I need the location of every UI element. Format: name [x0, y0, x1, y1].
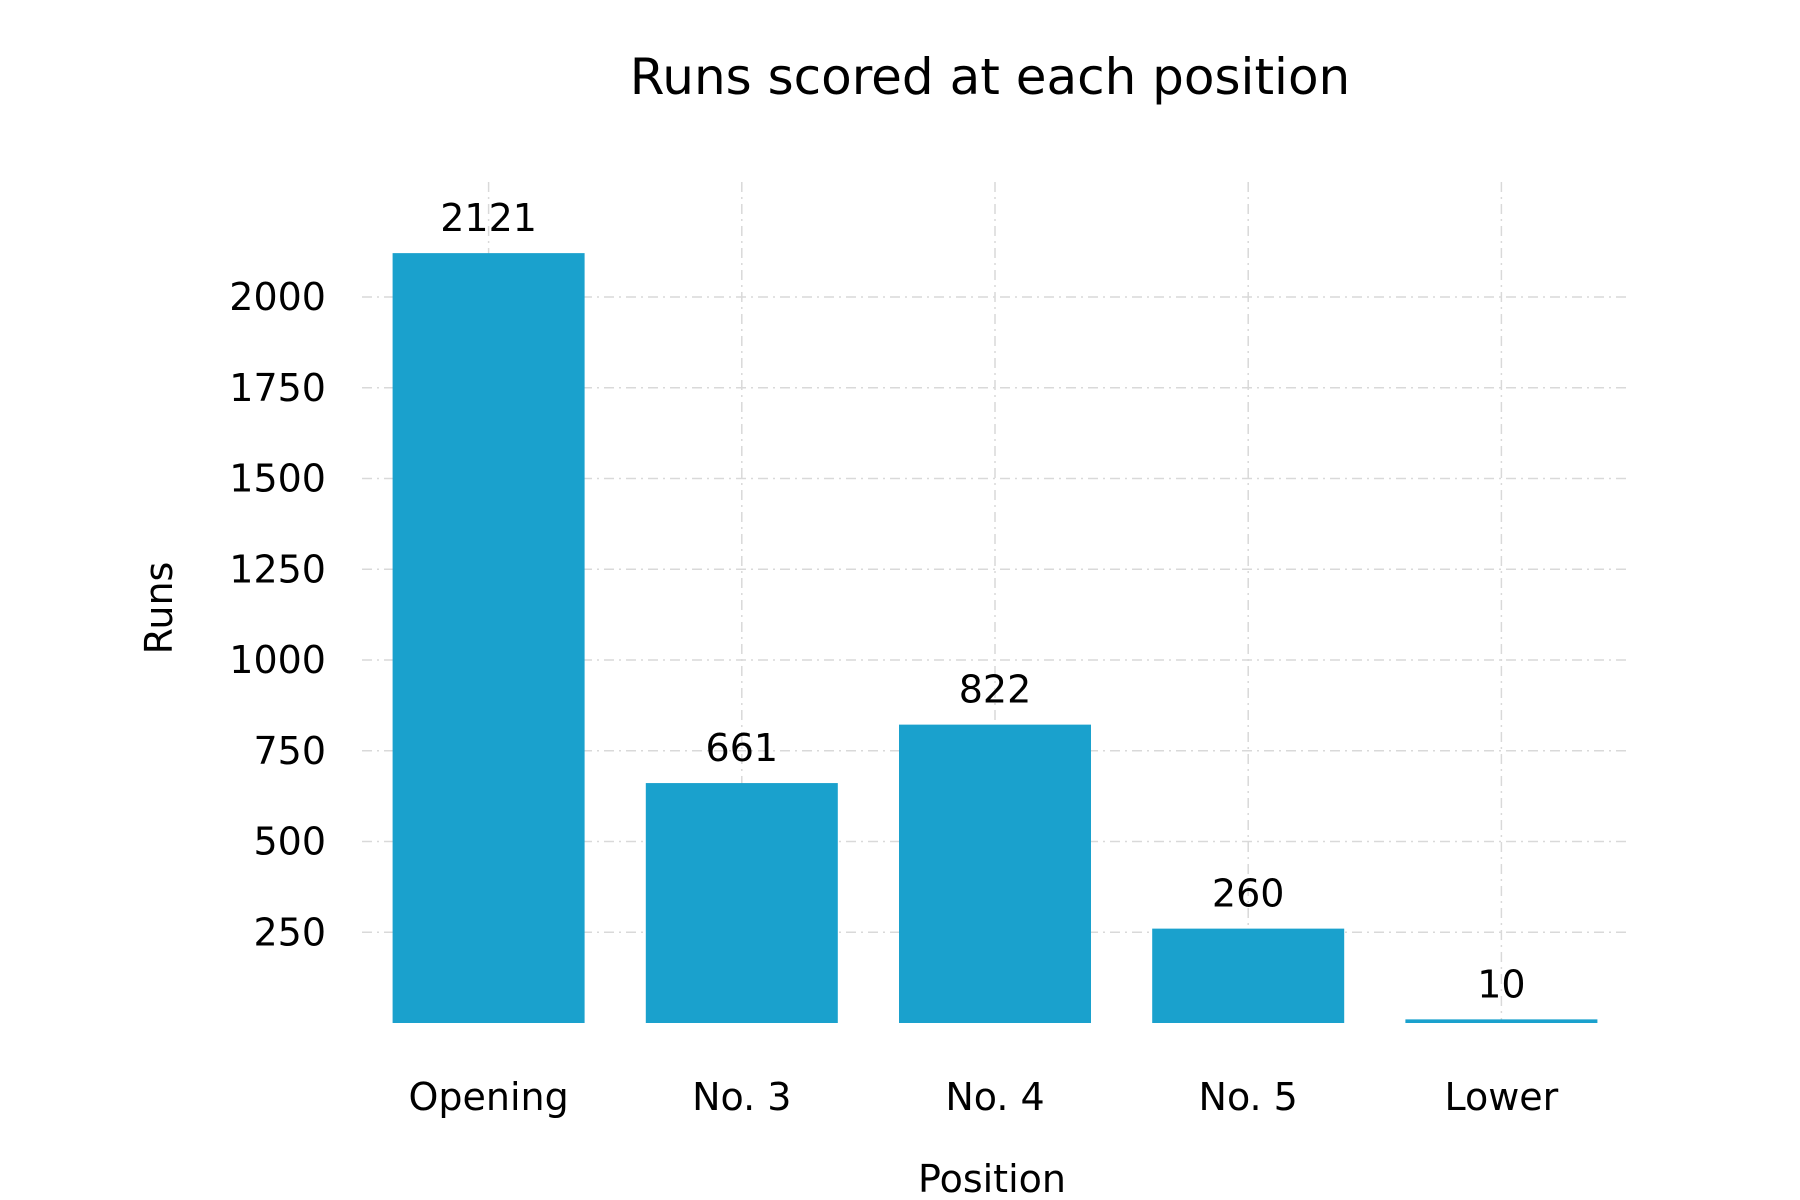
y-tick-label: 1750: [229, 366, 326, 410]
bar: [392, 253, 585, 1023]
bar: [1405, 1019, 1598, 1023]
y-tick-layer: 250 500 750 1000 1250 1500 1750 2000: [229, 275, 326, 954]
y-tick-label: 250: [253, 910, 326, 954]
x-tick-label: No. 5: [1199, 1075, 1298, 1119]
x-tick-label: No. 4: [945, 1075, 1044, 1119]
bar-value-label: 10: [1477, 962, 1525, 1006]
bar-value-label: 260: [1212, 872, 1285, 916]
bar: [899, 724, 1091, 1023]
x-tick-label: Lower: [1444, 1075, 1558, 1119]
x-axis-label: Position: [918, 1157, 1066, 1200]
x-tick-label: Opening: [408, 1075, 568, 1119]
x-tick-label: No. 3: [692, 1075, 791, 1119]
y-tick-label: 500: [253, 820, 326, 864]
bar-layer: [392, 253, 1598, 1023]
y-tick-label: 750: [253, 729, 326, 773]
chart-title: Runs scored at each position: [630, 48, 1350, 106]
bar: [1152, 928, 1345, 1023]
bar-value-label: 2121: [440, 196, 537, 240]
bar-value-label: 661: [706, 726, 779, 770]
x-tick-layer: Opening No. 3 No. 4 No. 5 Lower: [408, 1075, 1558, 1119]
y-axis-label: Runs: [137, 562, 181, 655]
y-tick-label: 1000: [229, 638, 326, 682]
bar-value-label: 822: [959, 668, 1032, 712]
bar: [645, 783, 838, 1023]
data-label-layer: 2121 661 822 260 10: [440, 196, 1525, 1006]
y-tick-label: 1250: [229, 547, 326, 591]
y-tick-label: 1500: [229, 457, 326, 501]
y-tick-label: 2000: [229, 275, 326, 319]
